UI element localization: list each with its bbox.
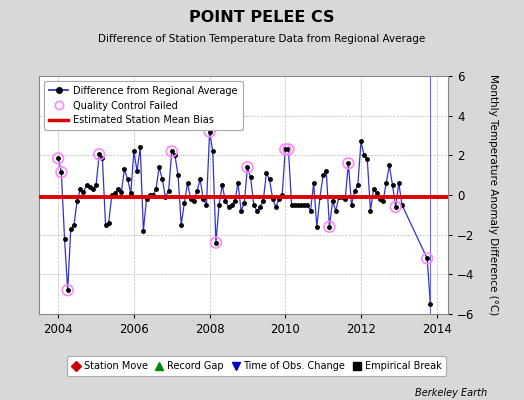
Point: [205, 128, 214, 135]
Point: [57, 169, 66, 175]
Point: [423, 255, 431, 262]
Point: [212, 239, 220, 246]
Legend: Station Move, Record Gap, Time of Obs. Change, Empirical Break: Station Move, Record Gap, Time of Obs. C…: [67, 356, 446, 376]
Point: [325, 224, 334, 230]
Point: [344, 160, 353, 166]
Point: [63, 287, 72, 294]
Text: Difference of Station Temperature Data from Regional Average: Difference of Station Temperature Data f…: [99, 34, 425, 44]
Point: [391, 204, 400, 210]
Point: [168, 148, 176, 154]
Legend: Difference from Regional Average, Quality Control Failed, Estimated Station Mean: Difference from Regional Average, Qualit…: [44, 81, 243, 130]
Point: [95, 151, 103, 158]
Text: POINT PELEE CS: POINT PELEE CS: [189, 10, 335, 25]
Point: [284, 146, 292, 152]
Point: [54, 155, 62, 162]
Y-axis label: Monthly Temperature Anomaly Difference (°C): Monthly Temperature Anomaly Difference (…: [488, 74, 498, 316]
Point: [281, 146, 289, 152]
Point: [243, 164, 252, 170]
Text: Berkeley Earth: Berkeley Earth: [415, 388, 487, 398]
